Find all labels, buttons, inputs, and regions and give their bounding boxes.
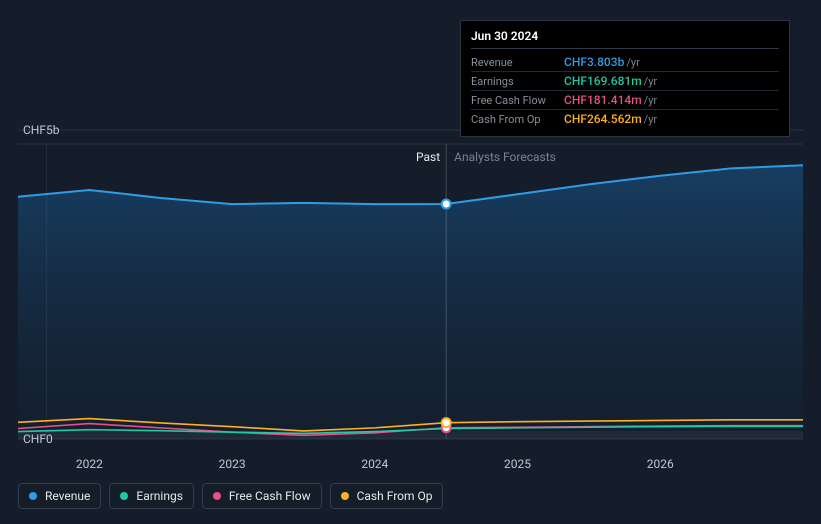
legend-item-label: Revenue (45, 489, 90, 503)
legend-dot-icon (29, 492, 37, 500)
tooltip-row-label: Earnings (471, 75, 564, 88)
x-axis-tick-label: 2023 (219, 457, 246, 471)
tooltip-row-unit: /yr (644, 94, 657, 107)
chart-legend: Revenue Earnings Free Cash Flow Cash From O… (18, 483, 443, 509)
legend-item-label: Free Cash Flow (229, 489, 311, 503)
tooltip-row-unit: /yr (626, 56, 639, 69)
legend-item-cash-from-op[interactable]: Cash From Op (330, 483, 444, 509)
legend-dot-icon (120, 492, 128, 500)
hover-marker-revenue (442, 199, 451, 208)
tooltip-row-label: Free Cash Flow (471, 94, 564, 107)
tooltip-row-value: CHF181.414m (564, 93, 642, 107)
tooltip-row-value: CHF264.562m (564, 112, 642, 126)
legend-dot-icon (341, 492, 349, 500)
x-axis-tick-label: 2022 (76, 457, 103, 471)
tooltip-rows: RevenueCHF3.803b/yrEarningsCHF169.681m/y… (471, 53, 779, 128)
forecast-label: Analysts Forecasts (454, 150, 556, 164)
legend-dot-icon (213, 492, 221, 500)
tooltip-row-label: Revenue (471, 56, 564, 69)
tooltip-row: Cash From OpCHF264.562m/yr (471, 110, 779, 128)
past-label: Past (416, 150, 440, 164)
tooltip-row: Free Cash FlowCHF181.414m/yr (471, 91, 779, 110)
legend-item-earnings[interactable]: Earnings (109, 483, 194, 509)
hover-marker-cash_from_op (442, 418, 451, 427)
y-axis-tick-label: CHF0 (23, 432, 53, 446)
tooltip-date: Jun 30 2024 (471, 29, 779, 49)
x-axis-tick-label: 2024 (361, 457, 388, 471)
legend-item-label: Cash From Op (357, 489, 433, 503)
tooltip-row-value: CHF169.681m (564, 74, 642, 88)
tooltip-row-label: Cash From Op (471, 113, 564, 126)
tooltip-row: EarningsCHF169.681m/yr (471, 72, 779, 91)
tooltip-row-unit: /yr (644, 113, 657, 126)
tooltip-row: RevenueCHF3.803b/yr (471, 53, 779, 72)
hover-tooltip: Jun 30 2024 RevenueCHF3.803b/yrEarningsC… (460, 20, 790, 137)
y-axis-tick-label: CHF5b (23, 123, 60, 137)
tooltip-row-value: CHF3.803b (564, 55, 624, 69)
x-axis-tick-label: 2025 (504, 457, 531, 471)
revenue-area (18, 165, 803, 439)
legend-item-revenue[interactable]: Revenue (18, 483, 101, 509)
tooltip-row-unit: /yr (644, 75, 657, 88)
financial-forecast-chart: CHF5b CHF0 2022 2023 2024 2025 2026 Past Analyst… (0, 0, 821, 524)
legend-item-free-cash-flow[interactable]: Free Cash Flow (202, 483, 322, 509)
legend-item-label: Earnings (136, 489, 183, 503)
x-axis-tick-label: 2026 (647, 457, 674, 471)
